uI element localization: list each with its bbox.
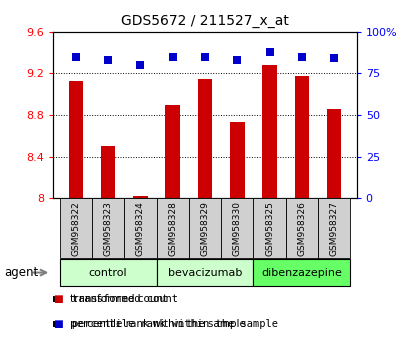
Bar (326, 109, 341, 198)
FancyBboxPatch shape (317, 198, 349, 258)
Bar (68, 81, 83, 198)
Text: GDS5672 / 211527_x_at: GDS5672 / 211527_x_at (121, 14, 288, 28)
Text: percentile rank within the sample: percentile rank within the sample (70, 319, 245, 329)
Point (234, 57, 240, 63)
Text: bevacizumab: bevacizumab (167, 268, 242, 278)
Text: GSM958324: GSM958324 (136, 201, 145, 256)
Bar (262, 65, 276, 198)
Text: ■: ■ (53, 294, 63, 304)
FancyBboxPatch shape (253, 198, 285, 258)
FancyBboxPatch shape (156, 259, 253, 286)
Text: agent: agent (4, 266, 38, 279)
Text: GSM958322: GSM958322 (71, 201, 80, 256)
Text: GSM958329: GSM958329 (200, 201, 209, 256)
FancyBboxPatch shape (253, 259, 349, 286)
Point (169, 54, 175, 59)
Text: GSM958327: GSM958327 (329, 201, 338, 256)
Bar (294, 75, 308, 198)
FancyBboxPatch shape (60, 198, 92, 258)
Bar (165, 105, 180, 198)
Point (298, 54, 304, 59)
Text: control: control (89, 268, 127, 278)
Point (330, 56, 337, 61)
FancyBboxPatch shape (92, 198, 124, 258)
FancyBboxPatch shape (220, 198, 253, 258)
FancyBboxPatch shape (60, 259, 156, 286)
Bar (229, 122, 244, 198)
Text: GSM958323: GSM958323 (103, 201, 112, 256)
FancyBboxPatch shape (285, 198, 317, 258)
Point (105, 57, 111, 63)
Point (137, 62, 144, 68)
Text: GSM958328: GSM958328 (168, 201, 177, 256)
FancyBboxPatch shape (189, 198, 220, 258)
Text: ■  percentile rank within the sample: ■ percentile rank within the sample (53, 319, 278, 329)
Text: transformed count: transformed count (70, 294, 166, 304)
FancyBboxPatch shape (124, 198, 156, 258)
Bar (133, 196, 147, 198)
Text: dibenzazepine: dibenzazepine (261, 268, 342, 278)
Text: GSM958326: GSM958326 (297, 201, 306, 256)
Point (201, 54, 208, 59)
Text: ■: ■ (53, 319, 63, 329)
Text: GSM958325: GSM958325 (264, 201, 273, 256)
Text: ■  transformed count: ■ transformed count (53, 294, 178, 304)
FancyBboxPatch shape (156, 198, 189, 258)
Bar (101, 146, 115, 198)
Bar (197, 79, 212, 198)
Point (72, 54, 79, 59)
Text: GSM958330: GSM958330 (232, 201, 241, 256)
Point (265, 49, 272, 55)
